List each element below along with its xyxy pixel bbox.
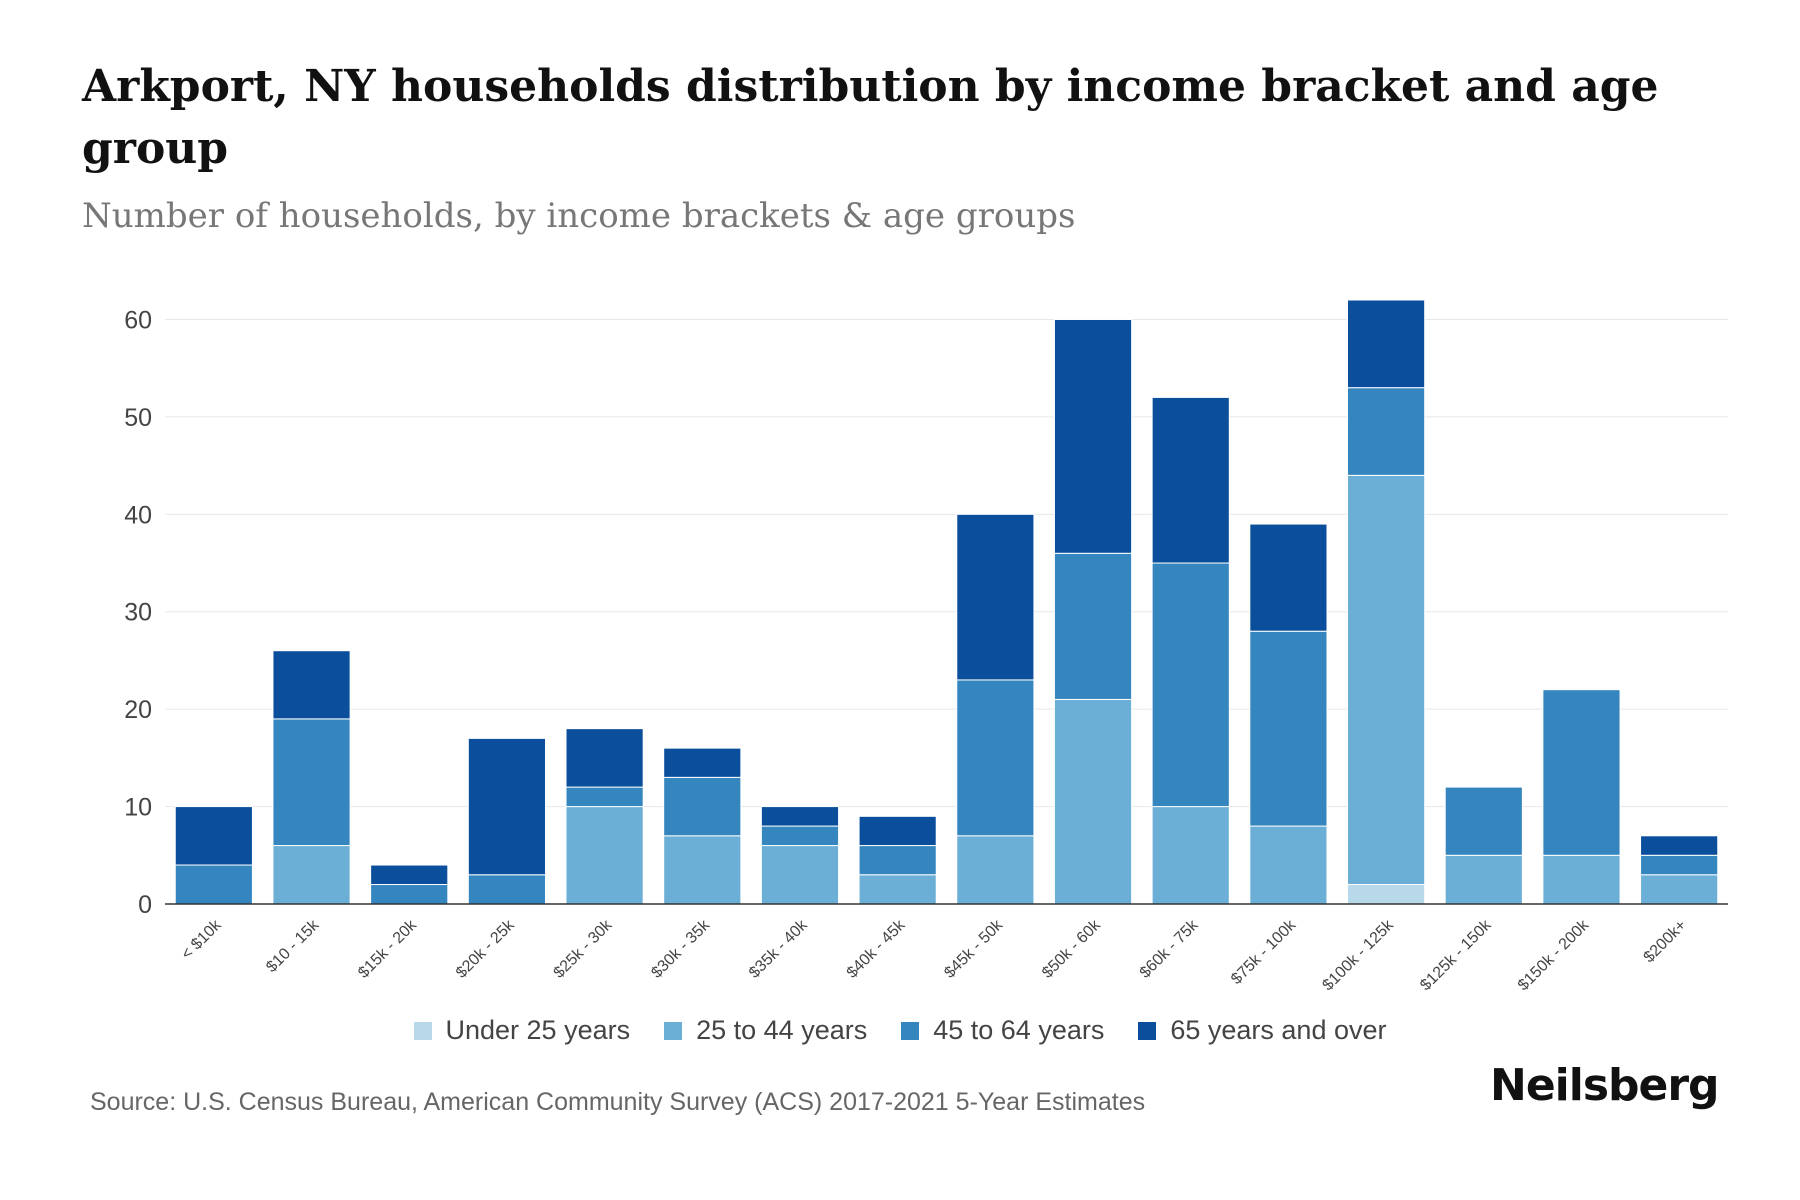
y-tick-label: 30 <box>124 599 152 627</box>
legend-swatch <box>1138 1021 1157 1040</box>
legend-item: 45 to 64 years <box>901 1015 1104 1046</box>
bar-segment: 45 to 64 years — $30k - 35k: 6 <box>663 776 742 837</box>
x-tick-label: $150k - 200k <box>1515 916 1593 994</box>
y-tick-label: 20 <box>124 696 152 724</box>
x-tick-label: $15k - 20k <box>355 916 421 982</box>
bar-segment: 45 to 64 years — < $10k: 4 <box>174 864 253 905</box>
bar-segment: 45 to 64 years — $10 - 15k: 13 <box>272 718 351 847</box>
bar-segment: 65 years and over — $40k - 45k: 3 <box>858 815 937 847</box>
bar-segment: 45 to 64 years — $125k - 150k: 7 <box>1444 786 1523 856</box>
bar-segment: 25 to 44 years — $100k - 125k: 42 <box>1347 474 1426 886</box>
legend-label: 25 to 44 years <box>696 1015 868 1045</box>
bar-segment: 25 to 44 years — $75k - 100k: 8 <box>1249 825 1328 905</box>
bar-segment: 65 years and over — $100k - 125k: 9 <box>1347 299 1426 389</box>
x-tick-label: $200k+ <box>1641 917 1690 966</box>
bar-segment: 65 years and over — $30k - 35k: 3 <box>663 747 742 778</box>
legend-label: 45 to 64 years <box>933 1015 1105 1045</box>
y-tick-label: 50 <box>124 404 152 432</box>
bar-segment: 25 to 44 years — $150k - 200k: 5 <box>1542 854 1621 905</box>
x-tick-label: $30k - 35k <box>648 916 714 982</box>
bar-segment: 65 years and over — $10 - 15k: 7 <box>272 650 351 720</box>
chart-title: Arkport, NY households distribution by i… <box>82 61 1659 174</box>
legend-swatch <box>664 1021 683 1040</box>
chart-legend: Under 25 years 25 to 44 years 45 to 64 yea… <box>0 1015 1800 1046</box>
legend-swatch <box>901 1021 920 1040</box>
x-tick-label: $20k - 25k <box>453 916 519 982</box>
bar-segment: 65 years and over — $20k - 25k: 14 <box>467 737 546 876</box>
bar-segment: 45 to 64 years — $20k - 25k: 3 <box>467 874 546 905</box>
bar-segment: 45 to 64 years — $60k - 75k: 25 <box>1151 562 1230 808</box>
x-tick-label: < $10k <box>178 916 225 963</box>
y-tick-label: 0 <box>138 891 152 919</box>
chart-subtitle: Number of households, by income brackets… <box>82 196 1076 236</box>
legend-swatch <box>413 1021 432 1040</box>
bar-segment: 45 to 64 years — $200k+: 2 <box>1640 854 1719 876</box>
y-tick-label: 40 <box>124 501 152 529</box>
legend-label: 65 years and over <box>1170 1015 1387 1045</box>
bar-segment: 45 to 64 years — $25k - 30k: 2 <box>565 786 644 808</box>
bar-segment: 65 years and over — < $10k: 6 <box>174 806 253 866</box>
bar-segment: 25 to 44 years — $40k - 45k: 3 <box>858 874 937 905</box>
x-tick-label: $35k - 40k <box>746 916 812 982</box>
bar-segment: 65 years and over — $45k - 50k: 17 <box>956 513 1035 681</box>
x-tick-label: $45k - 50k <box>941 916 1007 982</box>
x-tick-label: $25k - 30k <box>551 916 617 982</box>
bar-segment: 25 to 44 years — $35k - 40k: 6 <box>760 845 840 905</box>
bar-segment: 45 to 64 years — $15k - 20k: 2 <box>370 884 449 905</box>
bar-segment: 45 to 64 years — $45k - 50k: 16 <box>956 679 1035 837</box>
x-tick-label: $125k - 150k <box>1417 916 1495 994</box>
source-note: Source: U.S. Census Bureau, American Com… <box>90 1088 1146 1116</box>
bar-segment: 65 years and over — $25k - 30k: 6 <box>565 728 644 788</box>
bar-segment: 45 to 64 years — $35k - 40k: 2 <box>760 825 840 847</box>
bar-segment: 65 years and over — $15k - 20k: 2 <box>370 864 449 886</box>
bar-segment: 25 to 44 years — $125k - 150k: 5 <box>1444 854 1523 905</box>
x-tick-label: $40k - 45k <box>844 916 910 982</box>
legend-label: Under 25 years <box>445 1015 631 1045</box>
bar-segment: 65 years and over — $60k - 75k: 17 <box>1151 396 1230 564</box>
bar-segment: 25 to 44 years — $10 - 15k: 6 <box>272 845 351 905</box>
bar-segment: Under 25 years — $100k - 125k: 2 <box>1347 884 1426 905</box>
legend-item: 25 to 44 years <box>664 1015 867 1046</box>
bar-segment: 45 to 64 years — $40k - 45k: 3 <box>858 845 937 876</box>
x-tick-label: $75k - 100k <box>1228 916 1300 988</box>
bar-segment: 45 to 64 years — $75k - 100k: 20 <box>1249 630 1328 827</box>
bar-segment: 45 to 64 years — $50k - 60k: 15 <box>1053 552 1133 700</box>
bar-segment: 65 years and over — $75k - 100k: 11 <box>1249 523 1328 632</box>
x-tick-label: $10 - 15k <box>263 916 323 976</box>
y-tick-label: 60 <box>124 306 152 334</box>
bar-segment: 25 to 44 years — $60k - 75k: 10 <box>1151 806 1230 905</box>
bar-segment: 25 to 44 years — $50k - 60k: 21 <box>1053 698 1133 905</box>
y-tick-label: 10 <box>124 794 152 822</box>
bar-segment: 65 years and over — $50k - 60k: 24 <box>1053 318 1133 554</box>
legend-item: Under 25 years <box>413 1015 631 1046</box>
x-tick-label: $60k - 75k <box>1137 916 1203 982</box>
bar-segment: 65 years and over — $35k - 40k: 2 <box>760 806 840 827</box>
x-tick-label: $50k - 60k <box>1039 916 1105 982</box>
bar-segment: 45 to 64 years — $100k - 125k: 9 <box>1347 387 1426 476</box>
bar-segment: 25 to 44 years — $45k - 50k: 7 <box>956 835 1035 905</box>
bar-segment: 25 to 44 years — $200k+: 3 <box>1640 874 1719 905</box>
x-tick-label: $100k - 125k <box>1319 916 1397 994</box>
brand-logo: Neilsberg <box>1490 1060 1720 1111</box>
bar-segment: 45 to 64 years — $150k - 200k: 17 <box>1542 689 1621 856</box>
bar-segment: 25 to 44 years — $25k - 30k: 10 <box>565 806 644 905</box>
bar-segment: 65 years and over — $200k+: 2 <box>1640 835 1719 856</box>
legend-item: 65 years and over <box>1138 1015 1387 1046</box>
bar-segment: 25 to 44 years — $30k - 35k: 7 <box>663 835 742 905</box>
